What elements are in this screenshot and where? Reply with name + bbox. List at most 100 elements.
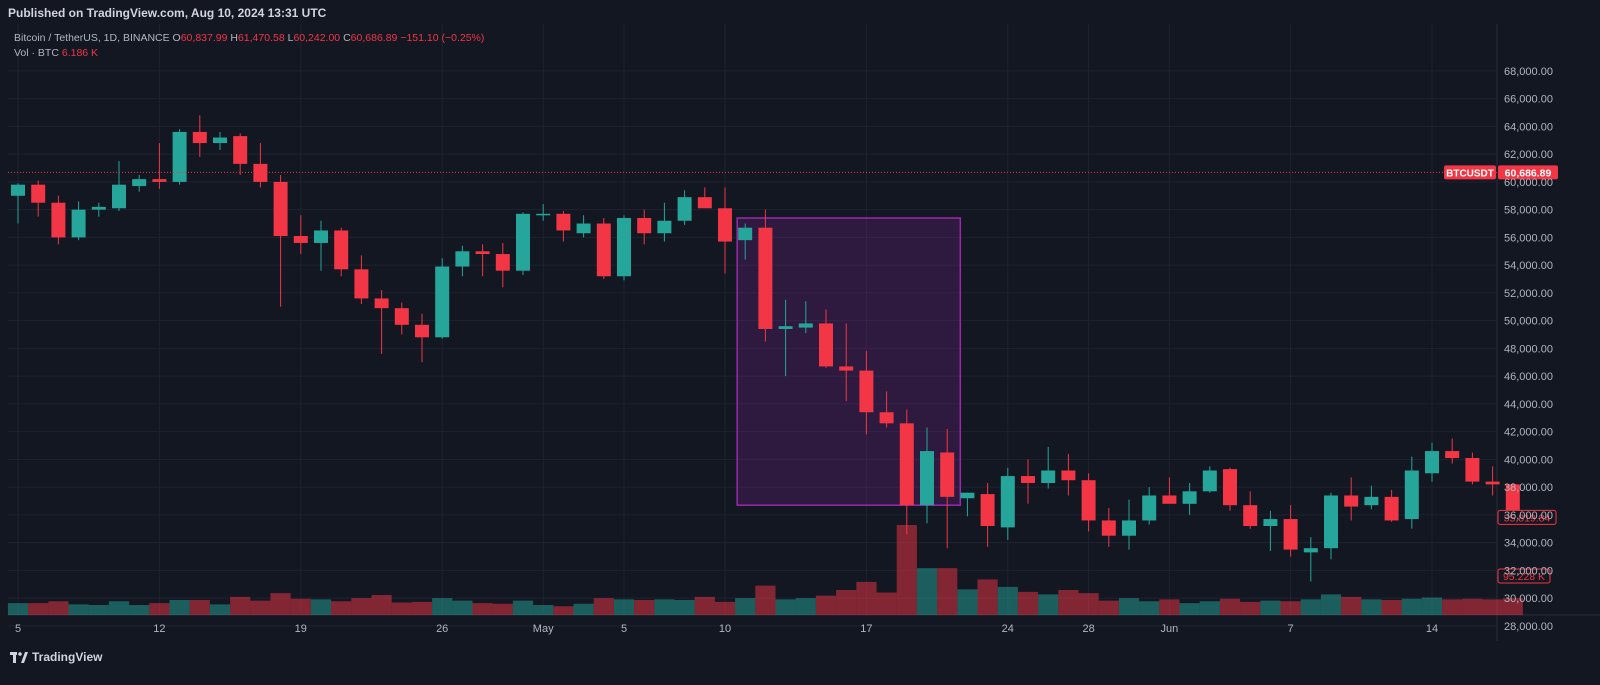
volume-bar [937, 568, 958, 615]
volume-bar [1240, 601, 1261, 615]
candle-body [879, 412, 894, 424]
volume-bars [7, 525, 1523, 615]
volume-bar [1361, 599, 1382, 615]
time-tick-label: 10 [719, 623, 731, 635]
candle-body [1041, 470, 1056, 483]
symbol-tag-bg [1444, 165, 1496, 180]
candle-body [1162, 495, 1177, 504]
volume-bar [977, 579, 998, 615]
volume-bar [795, 598, 816, 615]
legend-open: 60,837.99 [180, 32, 228, 44]
price-tick-label: 54,000.00 [1504, 260, 1553, 272]
candle-body [354, 269, 369, 299]
price-axis[interactable]: 28,000.00 30,000.00 32,000.00 34,000.00 36,0… [1504, 66, 1553, 633]
volume-bar [391, 602, 412, 615]
candle-body [273, 181, 288, 237]
candle-body [617, 217, 631, 277]
volume-bar [735, 598, 756, 615]
volume-bar [452, 600, 473, 615]
price-tick-label: 44,000.00 [1504, 399, 1553, 411]
candle-body [1344, 495, 1359, 507]
time-axis[interactable]: 5 12 19 26 May 5 10 17 24 28 Jun 7 14 [15, 623, 1438, 635]
volume-bar [351, 598, 372, 615]
candle-body [152, 179, 167, 182]
volume-bar [1421, 597, 1443, 615]
symbol-tag: BTCUSDT [1446, 168, 1494, 179]
volume-bar [250, 600, 271, 615]
volume-bar [411, 601, 433, 615]
candle-body [1000, 476, 1015, 528]
price-tick-label: 58,000.00 [1504, 205, 1553, 217]
volume-bar [634, 600, 655, 615]
candle-body [899, 423, 914, 506]
volume-bar [149, 603, 170, 615]
candle-body [940, 452, 955, 497]
tradingview-logo-icon [10, 651, 28, 663]
candle-body [536, 213, 551, 216]
candle-body [293, 236, 308, 243]
legend-open-label: O [172, 32, 181, 44]
candle-body [334, 230, 349, 270]
volume-bar [88, 605, 109, 615]
time-tick-label: 14 [1426, 623, 1438, 635]
tradingview-logo[interactable]: TradingView [10, 650, 102, 664]
price-tick-label: 40,000.00 [1504, 454, 1553, 466]
candle-body [960, 492, 975, 499]
price-tick-label: 64,000.00 [1504, 121, 1553, 133]
legend-main-row: Bitcoin / TetherUS, 1D, BINANCE O60,837.… [14, 31, 484, 46]
volume-bar [1280, 601, 1301, 615]
price-tick-label: 68,000.00 [1504, 66, 1553, 78]
volume-bar [472, 603, 493, 615]
price-tick-label: 62,000.00 [1504, 149, 1553, 161]
volume-bar [856, 581, 877, 615]
candle-body [819, 323, 833, 367]
candle-body [192, 131, 207, 144]
candle-body [1021, 476, 1035, 483]
candle-body [314, 230, 328, 243]
legend-close: 60,686.89 [350, 32, 398, 44]
price-tick-label: 38,000.00 [1504, 482, 1553, 494]
volume-bar [1179, 603, 1200, 615]
candle-body [51, 202, 66, 238]
candle-body [495, 254, 510, 271]
volume-bar [512, 600, 534, 615]
time-tick-label: 5 [621, 623, 627, 635]
candle-body [435, 266, 450, 338]
candlestick-chart[interactable]: BTCUSDT 60,686.89 35,819.84 95.228 K 28,000… [0, 0, 1600, 641]
candle-body [1425, 451, 1439, 474]
candle-body [1243, 505, 1258, 526]
candle-body [1505, 484, 1520, 518]
volume-bar [1098, 600, 1119, 615]
volume-bar [331, 601, 352, 615]
volume-bar [815, 595, 837, 615]
legend-symbol: Bitcoin / TetherUS, 1D, BINANCE [14, 32, 170, 44]
candle-body [1364, 496, 1379, 506]
candle-body [839, 366, 854, 371]
volume-bar [209, 604, 231, 615]
candle-body [516, 213, 530, 271]
volume-marker-box [1497, 568, 1551, 584]
legend-volume-row: Vol · BTC 6.186 K [14, 46, 484, 61]
time-tick-label: 5 [15, 623, 21, 635]
candle-body [637, 217, 652, 234]
volume-bar [654, 599, 675, 615]
candle-body [31, 184, 46, 203]
volume-bar [957, 589, 978, 615]
time-tick-label: 12 [153, 623, 165, 635]
volume-bar [775, 599, 796, 615]
volume-bar [432, 598, 453, 615]
volume-bar [1038, 594, 1059, 615]
candle-body [71, 209, 86, 238]
candle-body [798, 323, 813, 328]
candle-body [1061, 470, 1076, 481]
candle-body [172, 131, 187, 182]
candle-body [253, 163, 268, 182]
legend-close-label: C [343, 32, 351, 44]
volume-bar [1017, 591, 1039, 615]
candle-body [455, 251, 470, 267]
price-tick-label: 30,000.00 [1504, 593, 1553, 605]
volume-bar [270, 593, 291, 615]
candle-body [758, 227, 773, 329]
volume-bar [1139, 601, 1160, 615]
candle-body [556, 213, 571, 231]
